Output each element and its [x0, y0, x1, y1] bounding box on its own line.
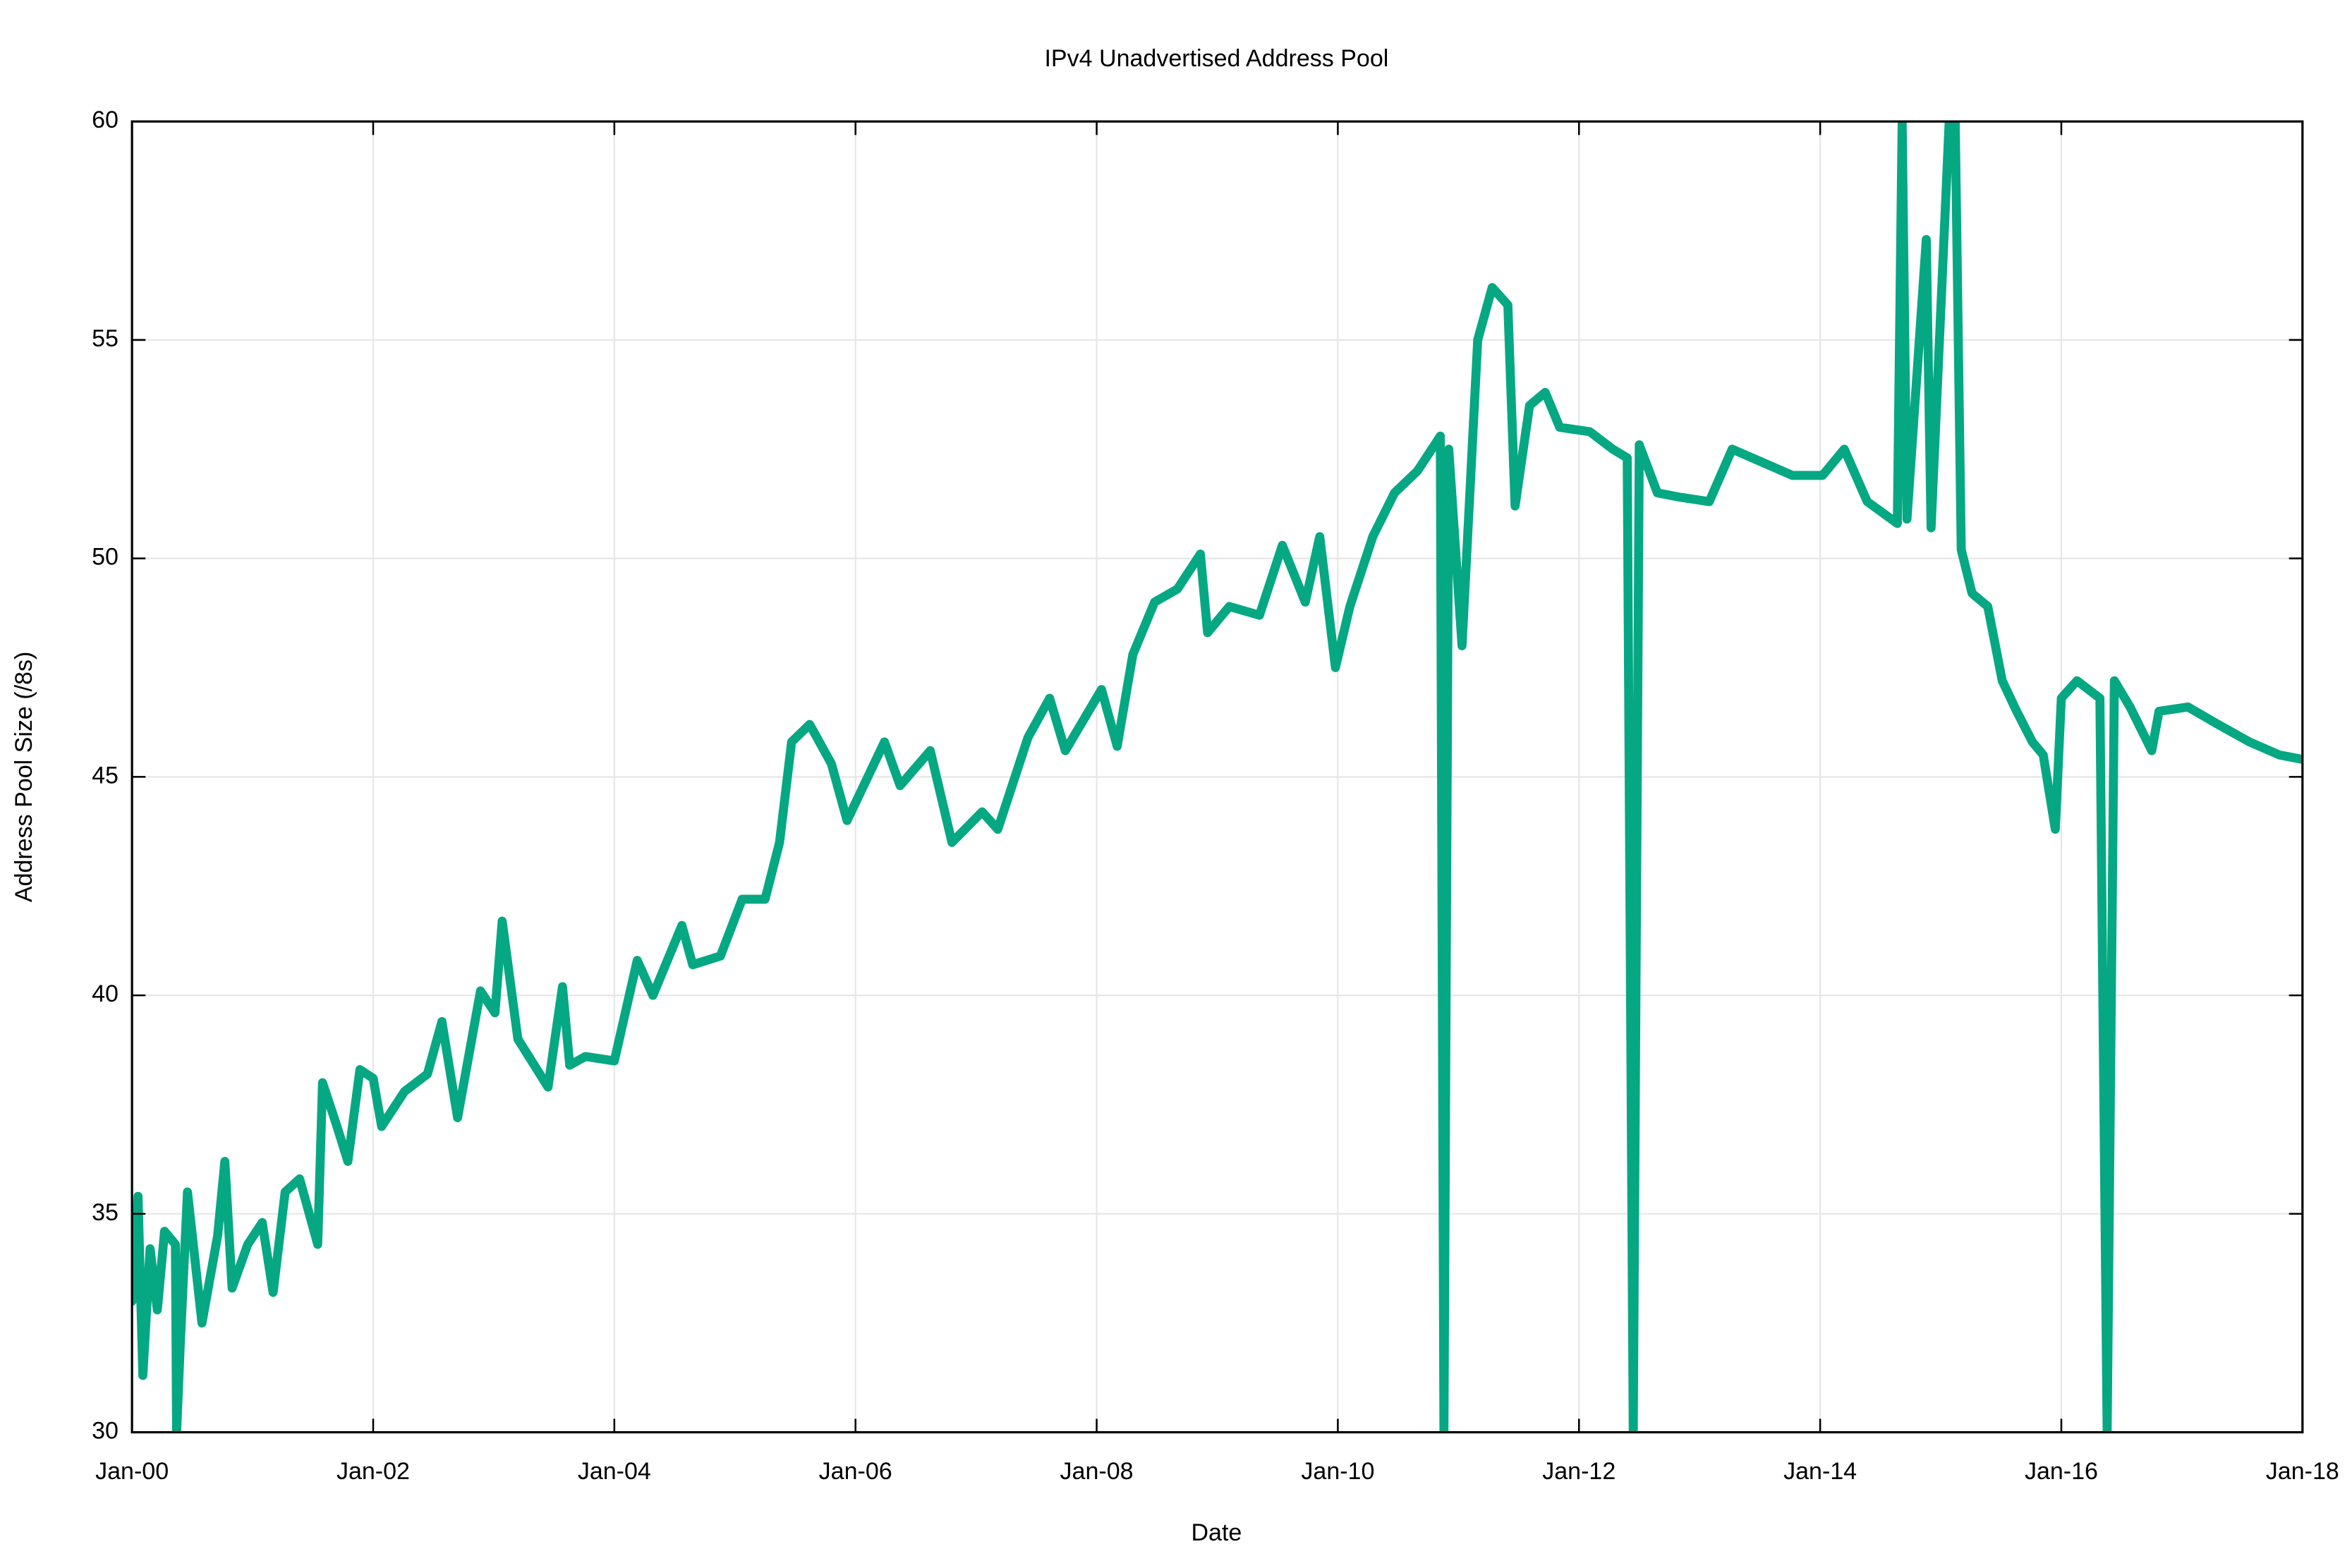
- y-tick-label: 45: [92, 762, 119, 789]
- grid: [131, 121, 2303, 1433]
- x-tick-label: Jan-16: [2025, 1458, 2098, 1485]
- y-axis-label: Address Pool Size (/8s): [11, 652, 37, 902]
- y-tick-label: 30: [92, 1418, 119, 1445]
- y-tick-label: 40: [92, 980, 119, 1007]
- x-tick-label: Jan-02: [337, 1458, 410, 1485]
- x-tick-label: Jan-12: [1542, 1458, 1616, 1485]
- x-tick-label: Jan-18: [2266, 1458, 2339, 1485]
- x-tick-label: Jan-08: [1060, 1458, 1134, 1485]
- data-line: [132, 121, 2303, 1433]
- x-tick-label: Jan-10: [1301, 1458, 1374, 1485]
- x-tick-label: Jan-06: [819, 1458, 892, 1485]
- y-tick-label: 35: [92, 1199, 119, 1226]
- x-axis-label: Date: [1191, 1519, 1242, 1546]
- plot-area: [132, 121, 2303, 1433]
- y-tick-label: 55: [92, 325, 119, 352]
- x-tick-label: Jan-00: [95, 1458, 169, 1485]
- chart-title: IPv4 Unadvertised Address Pool: [1044, 45, 1388, 72]
- x-tick-label: Jan-14: [1783, 1458, 1857, 1485]
- x-tick-label: Jan-04: [578, 1458, 651, 1485]
- y-tick-label: 50: [92, 544, 119, 571]
- y-tick-label: 60: [92, 107, 119, 133]
- ticks: 30 35 40 45 50 55 60 Jan-00 Jan-02 Jan-04 Jan-06 Ja…: [92, 107, 2339, 1485]
